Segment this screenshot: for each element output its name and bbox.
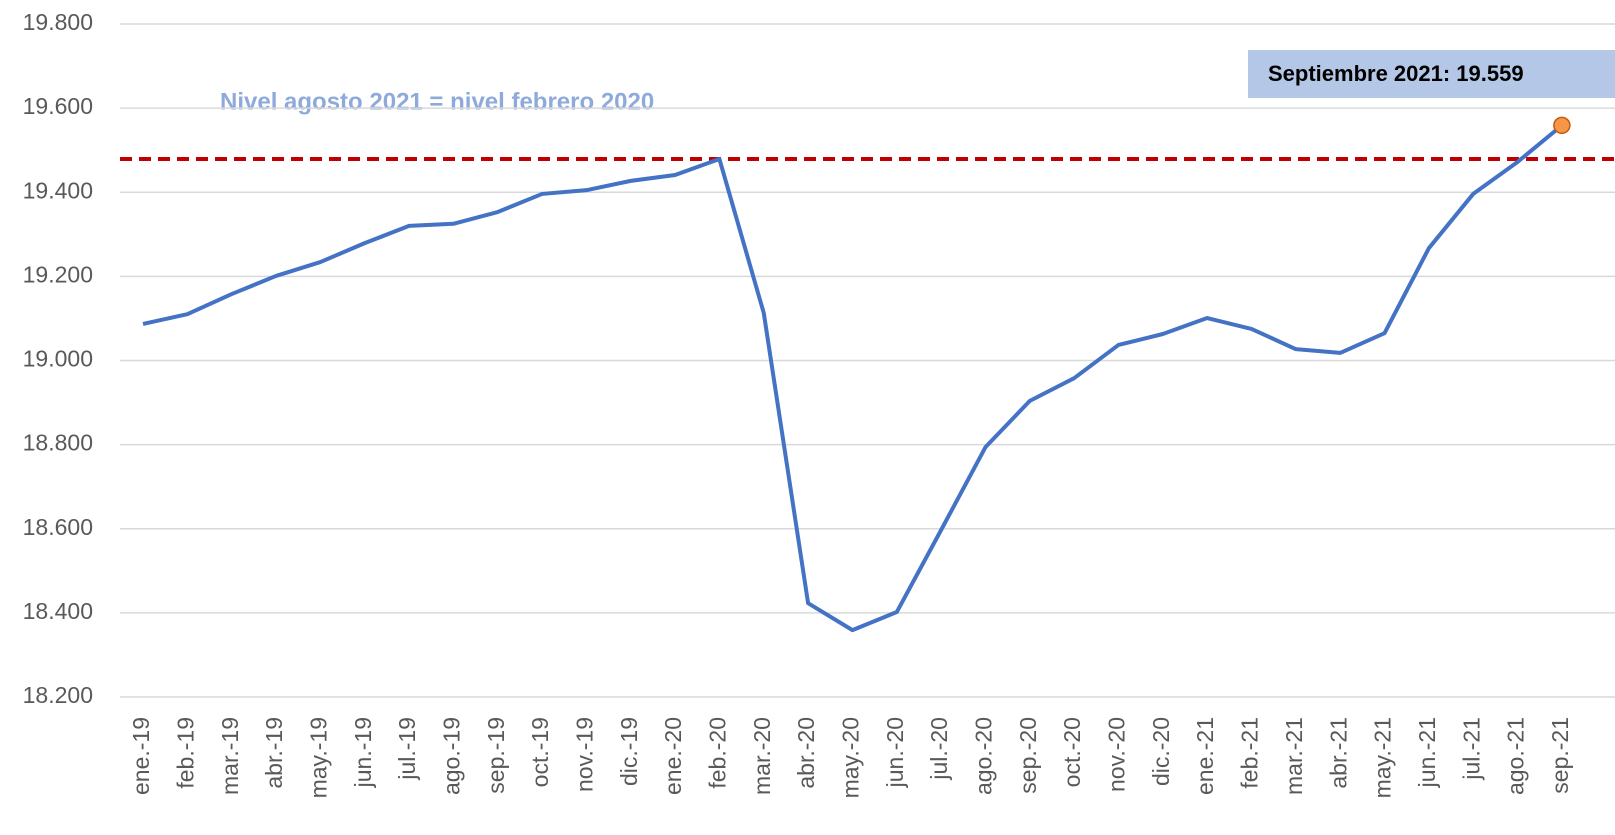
y-tick-label: 18.800 xyxy=(23,430,93,456)
x-tick-label: sep.-20 xyxy=(1015,717,1041,794)
x-tick-label: abr.-21 xyxy=(1325,717,1351,789)
x-tick-label: mar.-19 xyxy=(217,717,243,795)
x-tick-label: feb.-20 xyxy=(704,717,730,789)
highlight-box xyxy=(1248,50,1615,98)
reference-annotation: Nivel agosto 2021 = nivel febrero 2020 xyxy=(220,88,654,115)
x-tick-label: dic.-20 xyxy=(1148,717,1174,786)
x-tick-label: oct.-19 xyxy=(527,717,553,787)
x-tick-label: ene.-21 xyxy=(1192,717,1218,795)
y-tick-label: 19.400 xyxy=(23,177,93,203)
x-tick-label: sep.-21 xyxy=(1547,717,1573,794)
x-tick-label: dic.-19 xyxy=(616,717,642,786)
x-tick-label: abr.-19 xyxy=(261,717,287,789)
x-tick-label: ene.-19 xyxy=(128,717,154,795)
x-tick-label: sep.-19 xyxy=(483,717,509,794)
x-tick-label: mar.-20 xyxy=(749,717,775,795)
data-line xyxy=(142,123,1564,633)
x-tick-label: oct.-20 xyxy=(1059,717,1085,787)
x-tick-label: ago.-20 xyxy=(971,717,997,795)
x-tick-label: feb.-21 xyxy=(1237,717,1263,789)
y-tick-label: 19.600 xyxy=(23,93,93,119)
x-tick-label: abr.-20 xyxy=(793,717,819,789)
highlight-marker xyxy=(1553,116,1571,135)
y-tick-label: 19.200 xyxy=(23,261,93,287)
x-tick-label: ago.-19 xyxy=(438,717,464,795)
x-tick-label: nov.-20 xyxy=(1104,717,1130,792)
x-tick-label: ene.-20 xyxy=(660,717,686,795)
x-tick-label: jul.-21 xyxy=(1458,717,1484,781)
y-tick-label: 18.200 xyxy=(23,682,93,708)
x-tick-label: feb.-19 xyxy=(172,717,198,789)
x-tick-label: nov.-19 xyxy=(571,717,597,792)
x-tick-label: mar.-21 xyxy=(1281,717,1307,795)
y-tick-label: 18.400 xyxy=(23,598,93,624)
x-tick-label: ago.-21 xyxy=(1503,717,1529,795)
y-tick-label: 18.600 xyxy=(23,514,93,540)
x-tick-label: jun.-21 xyxy=(1414,717,1440,788)
x-tick-label: may.-21 xyxy=(1370,717,1396,798)
highlight-label: Septiembre 2021: 19.559 xyxy=(1268,61,1524,86)
x-tick-label: jul.-19 xyxy=(394,717,420,781)
y-tick-label: 19.000 xyxy=(23,346,93,372)
x-tick-label: jun.-19 xyxy=(350,717,376,788)
x-tick-label: may.-19 xyxy=(305,717,331,798)
y-tick-label: 19.800 xyxy=(23,9,93,35)
x-tick-label: jun.-20 xyxy=(882,717,908,788)
x-tick-label: may.-20 xyxy=(838,717,864,798)
x-tick-label: jul.-20 xyxy=(926,717,952,781)
